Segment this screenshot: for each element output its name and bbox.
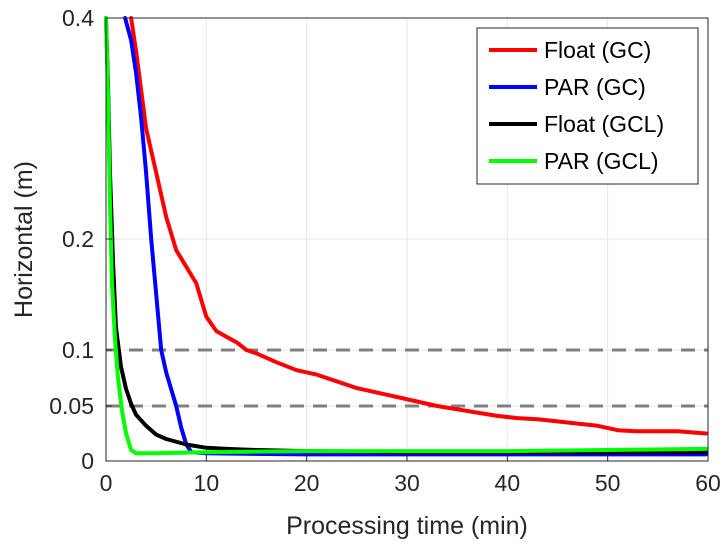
- x-tick-label: 20: [294, 470, 320, 496]
- x-tick-label: 50: [595, 470, 621, 496]
- x-axis-label: Processing time (min): [286, 512, 528, 540]
- y-tick-label: 0.1: [62, 337, 94, 363]
- legend-label: Float (GCL): [544, 111, 664, 137]
- legend-item: PAR (GCL): [489, 148, 659, 174]
- series-line: [123, 16, 708, 457]
- legend-label: PAR (GCL): [544, 148, 659, 174]
- series-line: [104, 16, 708, 456]
- x-tick-label: 60: [695, 470, 721, 496]
- x-tick-label: 30: [394, 470, 420, 496]
- legend-label: PAR (GC): [544, 74, 646, 100]
- y-tick-label: 0: [81, 448, 94, 474]
- x-tick-label: 10: [194, 470, 220, 496]
- legend-label: Float (GC): [544, 37, 651, 63]
- legend-item: PAR (GC): [489, 74, 646, 100]
- series-lines: [104, 16, 708, 457]
- series-line: [129, 16, 708, 436]
- y-tick-label: 0.4: [62, 5, 94, 31]
- legend-box: [476, 27, 699, 185]
- y-tick-label: 0.05: [49, 393, 94, 419]
- legend-item: Float (GCL): [489, 111, 664, 137]
- legend-items: Float (GC) PAR (GC) Float (GCL) PAR (GCL): [489, 37, 664, 174]
- legend: Float (GC) PAR (GC) Float (GCL) PAR (GCL): [476, 27, 699, 185]
- y-axis-label: Horizontal (m): [10, 161, 38, 318]
- legend-item: Float (GC): [489, 37, 651, 63]
- x-tick-label: 0: [100, 470, 113, 496]
- x-tick-label: 40: [495, 470, 521, 496]
- y-axis-ticks: 0 0.05 0.1 0.2 0.4: [49, 5, 112, 474]
- x-axis-ticks: 0 10 20 30 40 50 60: [100, 455, 721, 496]
- reference-lines: [106, 348, 708, 408]
- y-tick-label: 0.2: [62, 226, 94, 252]
